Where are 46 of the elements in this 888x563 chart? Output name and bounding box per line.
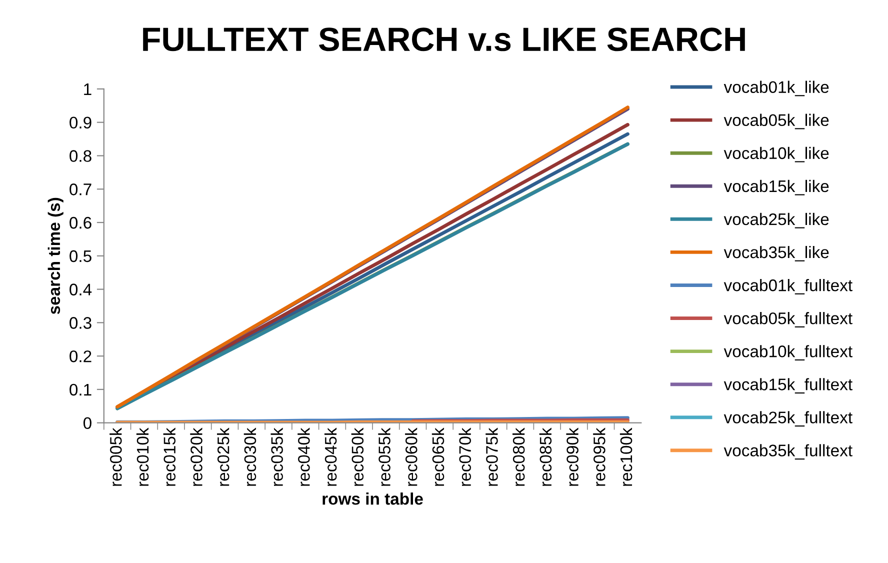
y-tick-label: 0.2 bbox=[70, 350, 92, 362]
x-tick-label: rec060k bbox=[405, 428, 418, 486]
x-tick-label: rec090k bbox=[566, 428, 578, 486]
x-tick-label: rec025k bbox=[217, 428, 230, 486]
chart-title: FULLTEXT SEARCH v.s LIKE SEARCH bbox=[143, 28, 745, 52]
x-tick-label: rec045k bbox=[324, 428, 337, 486]
x-tick-label: rec050k bbox=[351, 428, 364, 486]
y-tick-label: 0.5 bbox=[70, 250, 92, 262]
y-tick-label: 0.7 bbox=[70, 184, 92, 196]
legend-label: vocab05k_like bbox=[724, 114, 829, 130]
x-tick-label: rec020k bbox=[190, 428, 202, 486]
legend-label: vocab05k_fulltext bbox=[724, 312, 852, 328]
x-tick-label: rec100k bbox=[620, 428, 632, 486]
legend-label: vocab35k_fulltext bbox=[724, 444, 852, 460]
x-tick-label: rec075k bbox=[486, 428, 498, 486]
x-tick-label: rec005k bbox=[110, 428, 122, 486]
legend-label: vocab01k_like bbox=[724, 80, 829, 96]
x-tick-label: rec065k bbox=[432, 428, 444, 486]
x-tick-label: rec070k bbox=[458, 428, 472, 486]
x-tick-label: rec015k bbox=[163, 428, 176, 486]
y-axis-title: search time (s) bbox=[48, 198, 64, 314]
y-tick-label: 1 bbox=[84, 84, 92, 95]
x-tick-label: rec035k bbox=[270, 428, 283, 486]
legend-label: vocab15k_fulltext bbox=[724, 378, 852, 394]
legend-label: vocab15k_like bbox=[724, 180, 829, 196]
y-tick-label: 0.6 bbox=[70, 216, 92, 229]
x-tick-label: rec095k bbox=[593, 428, 606, 486]
y-tick-label: 0 bbox=[83, 417, 92, 430]
x-tick-label: rec010k bbox=[136, 428, 149, 486]
x-tick-label: rec055k bbox=[378, 428, 390, 486]
y-tick-label: 0.9 bbox=[70, 116, 92, 129]
x-tick-label: rec085k bbox=[539, 428, 552, 486]
legend-label: vocab01k_fulltext bbox=[724, 278, 852, 294]
legend-label: vocab25k_like bbox=[724, 212, 829, 228]
legend-label: vocab25k_fulltext bbox=[724, 411, 852, 427]
y-tick-label: 0.3 bbox=[70, 317, 92, 329]
x-tick-label: rec030k bbox=[244, 428, 256, 486]
legend-label: vocab10k_like bbox=[724, 146, 829, 162]
x-tick-label: rec040k bbox=[298, 428, 310, 486]
legend-label: vocab35k_like bbox=[724, 246, 829, 262]
y-tick-label: 0.4 bbox=[70, 284, 92, 296]
x-tick-label: rec080k bbox=[512, 428, 525, 486]
y-tick-label: 0.8 bbox=[70, 150, 92, 162]
legend-label: vocab10k_fulltext bbox=[724, 345, 852, 360]
y-tick-label: 0.1 bbox=[70, 384, 92, 396]
x-axis-title: rows in table bbox=[322, 492, 423, 505]
